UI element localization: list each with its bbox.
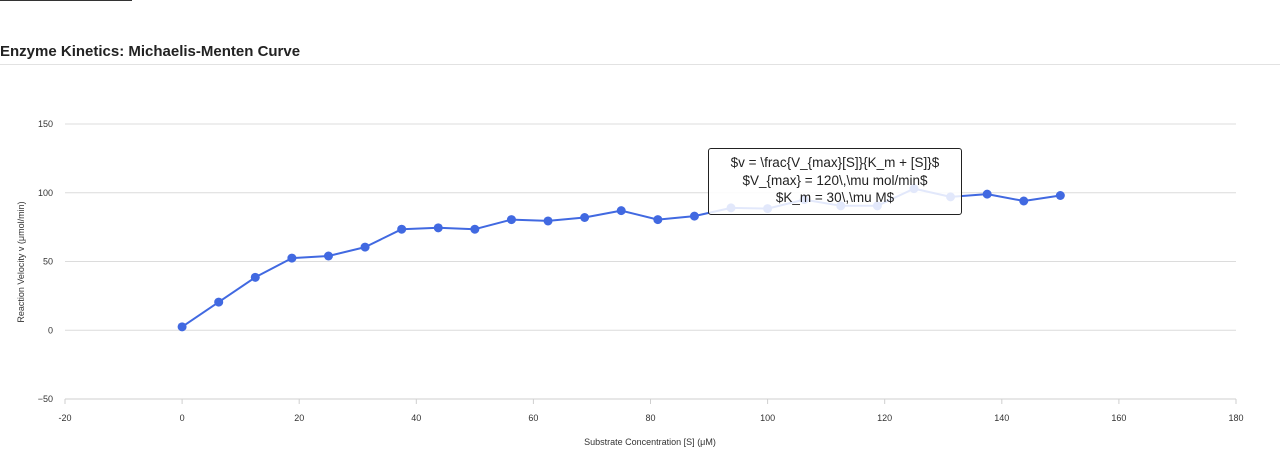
data-point xyxy=(543,216,553,226)
y-tick-label: 150 xyxy=(38,119,53,129)
data-point xyxy=(982,189,992,199)
x-tick-label: 160 xyxy=(1111,413,1126,423)
y-tick-label: −50 xyxy=(38,394,53,404)
data-point xyxy=(250,272,260,282)
formula-annotation: $v = \frac{V_{max}[S]}{K_m + [S]}$ $V_{m… xyxy=(708,148,962,215)
chart-title: Enzyme Kinetics: Michaelis-Menten Curve xyxy=(0,43,301,60)
y-axis-title: Reaction Velocity v (μmol/min) xyxy=(16,201,26,322)
data-point xyxy=(689,211,699,221)
annotation-line-km: $K_m = 30\,\mu M$ xyxy=(775,190,895,205)
data-point xyxy=(433,223,443,233)
x-tick-label: 80 xyxy=(645,413,655,423)
data-point xyxy=(653,215,663,225)
data-point xyxy=(397,224,407,234)
data-point xyxy=(470,224,480,234)
annotation-line-equation: $v = \frac{V_{max}[S]}{K_m + [S]}$ xyxy=(730,155,940,170)
data-point xyxy=(580,213,590,222)
data-point xyxy=(214,297,224,307)
y-tick-label: 100 xyxy=(38,188,53,198)
tick-label-layer: −50 0 50 100 150 -20 0 20 40 60 80 100 120 140 160 180 xyxy=(38,119,1244,423)
x-tick-label: 20 xyxy=(294,413,304,423)
x-tick-label: 180 xyxy=(1228,413,1243,423)
data-point xyxy=(360,242,370,252)
data-point xyxy=(506,215,516,225)
top-divider xyxy=(0,0,132,1)
x-axis-title: Substrate Concentration [S] (μM) xyxy=(584,437,716,447)
x-tick-label: 140 xyxy=(994,413,1009,423)
y-tick-label: 0 xyxy=(48,325,53,335)
title-bar: Enzyme Kinetics: Michaelis-Menten Curve xyxy=(0,40,1280,65)
x-tick-label: 60 xyxy=(528,413,538,423)
annotation-line-vmax: $V_{max} = 120\,\mu mol/min$ xyxy=(742,172,928,188)
x-tick-label: 100 xyxy=(760,413,775,423)
data-point xyxy=(323,251,333,261)
x-tick-label: -20 xyxy=(58,413,71,423)
data-point xyxy=(177,322,187,332)
x-tick-label: 0 xyxy=(180,413,185,423)
data-point xyxy=(1019,196,1029,206)
data-point xyxy=(287,253,297,263)
x-tick-label: 40 xyxy=(411,413,421,423)
grid-layer xyxy=(64,123,1237,404)
data-point xyxy=(1055,191,1065,200)
y-tick-label: 50 xyxy=(43,257,53,267)
data-point xyxy=(616,206,626,216)
x-tick-label: 120 xyxy=(877,413,892,423)
